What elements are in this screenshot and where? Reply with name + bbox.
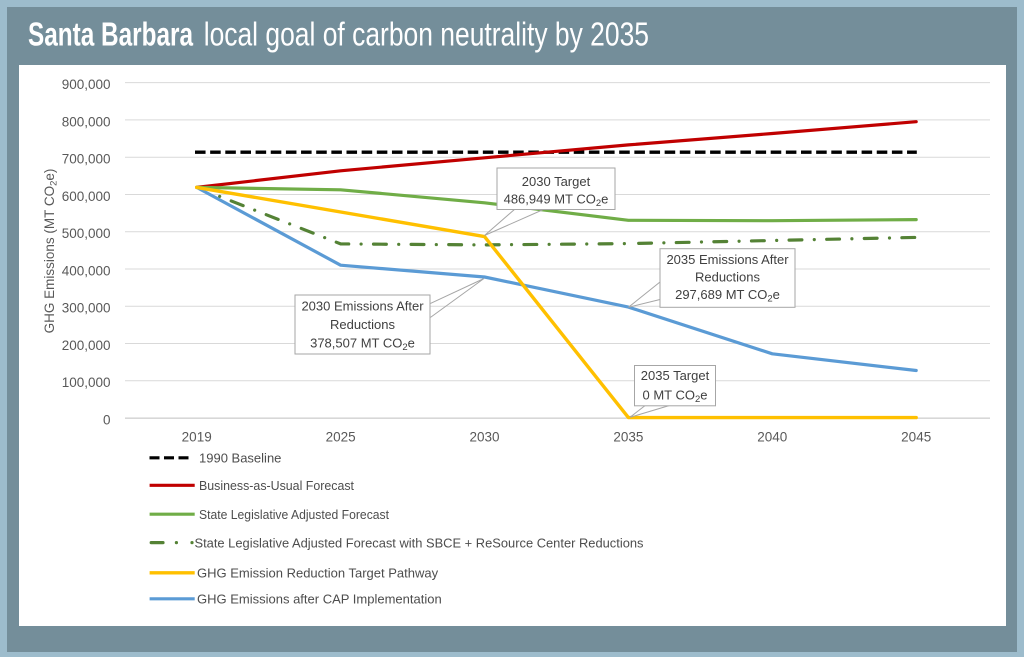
svg-text:400,000: 400,000: [62, 263, 111, 278]
svg-text:0 MT CO2e: 0 MT CO2e: [642, 388, 707, 406]
svg-text:2019: 2019: [182, 429, 212, 444]
svg-text:486,949 MT CO2e: 486,949 MT CO2e: [504, 192, 609, 210]
svg-text:2035: 2035: [613, 429, 643, 444]
svg-text:local goal of carbon neutralit: local goal of carbon neutrality by 2035: [204, 16, 649, 53]
svg-text:2045: 2045: [901, 429, 931, 444]
svg-text:Santa Barbara: Santa Barbara: [28, 16, 193, 53]
svg-text:297,689 MT CO2e: 297,689 MT CO2e: [675, 287, 780, 305]
svg-text:2030 Target: 2030 Target: [522, 174, 591, 189]
svg-text:2030: 2030: [469, 429, 499, 444]
svg-text:100,000: 100,000: [62, 375, 111, 390]
svg-text:2035 Target: 2035 Target: [641, 368, 710, 383]
svg-text:State Legislative Adjusted For: State Legislative Adjusted Forecast: [199, 507, 389, 522]
svg-text:GHG Emissions (MT CO2e): GHG Emissions (MT CO2e): [42, 169, 60, 334]
svg-text:Reductions: Reductions: [695, 270, 761, 285]
svg-text:800,000: 800,000: [62, 114, 111, 129]
svg-text:500,000: 500,000: [62, 226, 111, 241]
svg-text:378,507 MT CO2e: 378,507 MT CO2e: [310, 336, 415, 354]
svg-text:0: 0: [103, 413, 111, 428]
svg-text:GHG Emission Reduction Target: GHG Emission Reduction Target Pathway: [197, 566, 439, 581]
svg-text:700,000: 700,000: [62, 152, 111, 167]
svg-text:GHG Emissions after CAP Implem: GHG Emissions after CAP Implementation: [197, 592, 442, 607]
svg-text:2040: 2040: [757, 429, 787, 444]
svg-text:200,000: 200,000: [62, 338, 111, 353]
svg-text:2035 Emissions After: 2035 Emissions After: [666, 252, 789, 267]
svg-text:Reductions: Reductions: [330, 317, 396, 332]
svg-text:Business-as-Usual Forecast: Business-as-Usual Forecast: [199, 478, 354, 493]
svg-text:2030 Emissions After: 2030 Emissions After: [301, 299, 424, 314]
svg-text:900,000: 900,000: [62, 77, 111, 92]
svg-text:1990 Baseline: 1990 Baseline: [199, 451, 281, 466]
svg-text:2025: 2025: [326, 429, 356, 444]
svg-text:600,000: 600,000: [62, 189, 111, 204]
svg-text:300,000: 300,000: [62, 301, 111, 316]
svg-text:State Legislative Adjusted For: State Legislative Adjusted Forecast with…: [195, 535, 644, 550]
